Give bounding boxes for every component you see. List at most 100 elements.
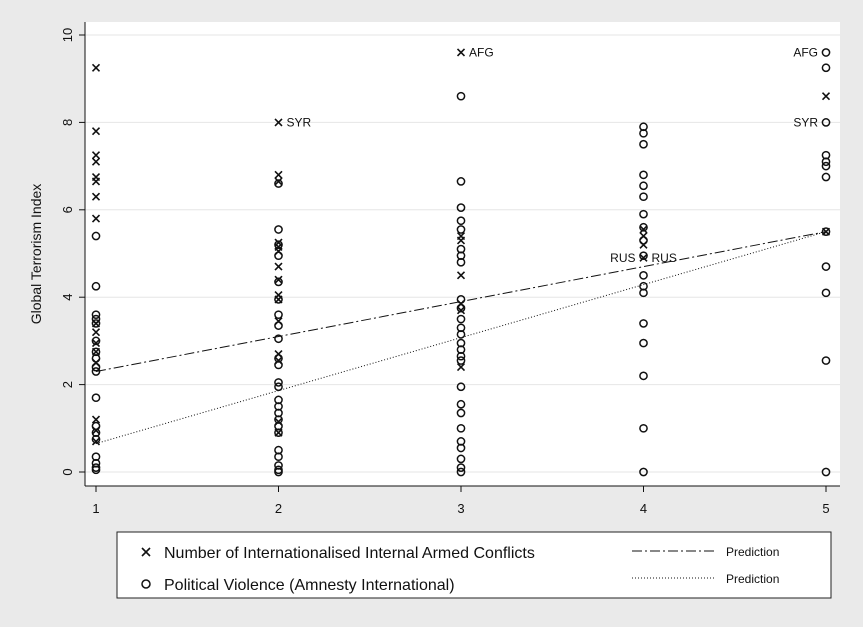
data-point-circle — [456, 91, 466, 101]
data-point-x — [91, 157, 101, 166]
x-tick-label: 3 — [457, 501, 464, 516]
data-point-x — [91, 415, 101, 424]
data-point-circle — [821, 172, 831, 182]
data-point-circle — [639, 338, 648, 348]
data-point-circle — [91, 465, 101, 475]
data-point-circle — [456, 399, 466, 409]
annotation-label: SYR — [793, 115, 818, 129]
data-point-circle — [639, 192, 648, 202]
data-point-x — [91, 192, 101, 201]
data-point-circle — [274, 321, 283, 330]
data-point-circle — [456, 177, 466, 186]
data-point-circle — [91, 281, 101, 291]
legend-label-conflicts: Number of Internationalised Internal Arm… — [164, 545, 535, 562]
data-point-x — [91, 63, 101, 72]
data-point-x — [456, 236, 466, 245]
data-point-x — [274, 262, 283, 271]
data-point-x — [821, 92, 831, 101]
data-point-circle — [456, 408, 466, 418]
data-point-circle — [639, 319, 648, 328]
fit-lines — [95, 231, 827, 445]
data-point-circle — [91, 393, 101, 403]
data-marks — [91, 48, 831, 477]
data-point-circle — [821, 262, 831, 271]
data-point-circle — [274, 467, 283, 477]
y-tick-label: 0 — [60, 468, 75, 475]
x-tick-label: 5 — [822, 501, 829, 516]
data-point-circle — [91, 354, 101, 363]
data-point-x — [639, 253, 648, 262]
data-point-circle — [274, 428, 283, 438]
fit-line-2 — [95, 231, 827, 445]
data-point-circle — [639, 423, 648, 433]
y-axis-title: Global Terrorism Index — [28, 184, 44, 325]
data-point-circle — [639, 288, 648, 298]
data-point-circle — [91, 314, 101, 324]
data-point-circle — [639, 170, 648, 180]
annotation-label: RUS — [652, 251, 677, 265]
data-point-circle — [456, 225, 466, 234]
data-point-x — [91, 214, 101, 223]
data-point-circle — [456, 314, 466, 324]
data-point-circle — [456, 257, 466, 267]
data-point-circle — [821, 157, 831, 167]
annotation-label: RUS — [610, 251, 635, 265]
data-point-circle — [821, 48, 831, 57]
gridlines — [85, 34, 840, 473]
legend-marker-circle — [141, 579, 151, 589]
data-point-circle — [91, 319, 101, 328]
data-point-circle — [639, 467, 648, 477]
data-point-circle — [91, 362, 101, 372]
legend-label-prediction-1: Prediction — [726, 545, 779, 559]
data-point-circle — [456, 303, 466, 313]
data-point-circle — [274, 382, 283, 392]
data-point-x — [456, 306, 466, 315]
data-point-circle — [274, 225, 283, 234]
x-tick-label: 1 — [92, 501, 99, 516]
data-point-circle — [91, 336, 101, 346]
data-point-circle — [821, 118, 831, 127]
data-point-circle — [456, 295, 466, 304]
data-point-circle — [91, 231, 101, 241]
y-tick-label: 10 — [60, 28, 75, 42]
data-point-circle — [274, 360, 283, 370]
y-tick-label: 6 — [60, 206, 75, 213]
data-point-x — [456, 48, 466, 57]
data-point-circle — [821, 161, 831, 171]
legend-marker-x — [141, 547, 151, 557]
data-point-circle — [639, 371, 648, 381]
data-point-circle — [639, 139, 648, 149]
annotation-label: AFG — [793, 45, 818, 59]
data-point-x — [274, 118, 283, 127]
legend: Number of Internationalised Internal Arm… — [116, 531, 832, 599]
data-point-circle — [639, 222, 648, 232]
data-point-circle — [639, 271, 648, 280]
data-point-x — [456, 363, 466, 372]
data-point-circle — [274, 240, 283, 250]
data-point-circle — [274, 334, 283, 344]
data-point-circle — [456, 423, 466, 433]
data-point-x — [456, 271, 466, 280]
y-tick-label: 8 — [60, 119, 75, 126]
y-tick-label: 4 — [60, 294, 75, 301]
legend-box — [116, 531, 832, 599]
data-point-circle — [456, 203, 466, 212]
data-point-circle — [274, 179, 283, 188]
data-point-circle — [91, 310, 101, 320]
data-point-circle — [456, 443, 466, 453]
data-point-x — [91, 437, 101, 446]
data-point-circle — [821, 288, 831, 298]
data-point-circle — [91, 434, 101, 444]
data-point-circle — [456, 382, 466, 392]
data-point-circle — [274, 295, 283, 304]
data-point-circle — [639, 209, 648, 219]
data-point-circle — [639, 236, 648, 245]
data-point-circle — [274, 452, 283, 462]
fit-line-1 — [95, 231, 827, 372]
data-point-circle — [274, 251, 283, 261]
data-point-circle — [821, 467, 831, 477]
data-point-circle — [821, 356, 831, 365]
data-point-circle — [274, 277, 283, 287]
